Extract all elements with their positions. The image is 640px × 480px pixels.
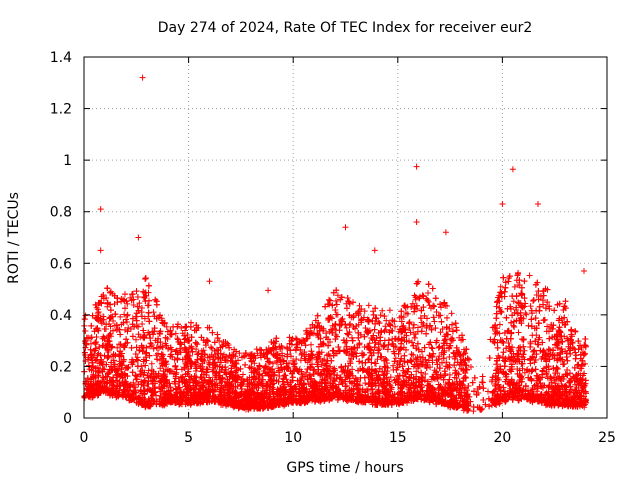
data-point [544, 323, 551, 330]
data-point [117, 313, 124, 320]
data-point [392, 355, 399, 362]
data-point [400, 314, 407, 321]
data-point [523, 311, 530, 318]
data-point [163, 323, 170, 330]
data-point [505, 340, 512, 346]
data-point [493, 303, 500, 310]
data-point [437, 329, 444, 336]
data-point [124, 312, 131, 319]
data-point [485, 388, 491, 395]
data-point [334, 292, 341, 299]
data-point [387, 374, 394, 381]
data-point [130, 302, 137, 308]
data-point [178, 325, 185, 331]
data-point [375, 318, 382, 325]
data-points [81, 74, 589, 415]
data-point [374, 356, 381, 363]
data-point [379, 307, 386, 314]
data-point [533, 292, 540, 298]
data-point [127, 326, 134, 332]
data-point [446, 354, 453, 360]
data-point [270, 360, 276, 367]
data-point [429, 345, 436, 352]
data-point [361, 308, 368, 315]
data-point [573, 352, 580, 359]
data-point [108, 288, 114, 295]
data-point [496, 321, 503, 328]
data-point [418, 307, 425, 314]
data-point [538, 383, 545, 390]
data-point [366, 340, 373, 347]
data-point [448, 310, 455, 317]
data-point [343, 324, 350, 331]
data-point [195, 350, 202, 357]
data-point [526, 272, 533, 279]
data-point [125, 324, 132, 331]
data-point [515, 329, 522, 336]
data-point [133, 336, 139, 343]
data-point [377, 312, 384, 319]
data-point [409, 300, 416, 307]
data-point [290, 361, 297, 368]
data-point [172, 330, 179, 337]
data-point [521, 347, 528, 354]
data-point [411, 331, 417, 338]
data-point [511, 283, 518, 290]
data-point [356, 302, 363, 309]
data-point [439, 326, 446, 332]
data-point [139, 321, 146, 327]
data-point [136, 300, 143, 307]
data-point [422, 371, 429, 377]
data-point [413, 368, 420, 375]
data-point [527, 303, 534, 310]
data-point [382, 323, 389, 330]
data-point [497, 283, 504, 290]
data-point [386, 307, 393, 314]
data-point [529, 332, 536, 339]
data-point [493, 376, 500, 383]
data-point [392, 323, 398, 330]
data-point [403, 373, 409, 380]
data-point [216, 337, 223, 344]
data-point [515, 282, 521, 289]
data-point [510, 298, 517, 305]
data-point [174, 335, 181, 342]
data-point [493, 361, 500, 368]
data-point [114, 344, 121, 351]
data-point [150, 345, 157, 352]
data-point [193, 346, 200, 353]
data-point [383, 317, 390, 324]
data-point [145, 367, 152, 374]
data-point [419, 292, 426, 299]
data-point [445, 345, 452, 352]
data-point [428, 344, 435, 351]
data-point [240, 371, 246, 378]
data-point [303, 369, 310, 376]
data-point [530, 298, 537, 304]
data-point [433, 309, 440, 315]
data-point [406, 319, 413, 325]
data-point [150, 309, 157, 316]
data-point [157, 365, 164, 372]
data-point [93, 304, 100, 311]
data-point [308, 341, 314, 348]
data-point [236, 350, 243, 357]
data-point [148, 360, 155, 367]
data-point [333, 298, 339, 304]
data-point [124, 300, 131, 307]
data-point [121, 311, 128, 318]
data-point [429, 359, 436, 366]
data-point [133, 322, 140, 329]
data-point [536, 334, 543, 341]
data-point [417, 353, 423, 360]
data-point [365, 302, 372, 309]
data-point [293, 356, 300, 363]
data-point [95, 309, 102, 315]
